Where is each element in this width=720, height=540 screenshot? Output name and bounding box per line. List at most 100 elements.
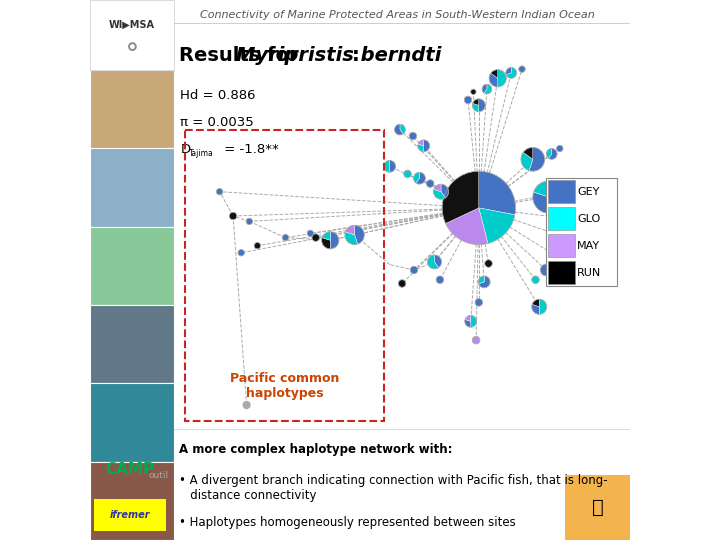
Text: • A divergent branch indicating connection with Pacific fish, that is long-
   d: • A divergent branch indicating connecti… — [179, 474, 608, 502]
Bar — [548, 234, 575, 257]
Text: π = 0.0035: π = 0.0035 — [181, 116, 254, 129]
Text: Results for: Results for — [179, 46, 306, 65]
Wedge shape — [518, 66, 526, 72]
Wedge shape — [523, 147, 533, 159]
Wedge shape — [434, 184, 441, 192]
Text: Tajima: Tajima — [189, 148, 214, 158]
Wedge shape — [489, 73, 498, 87]
Wedge shape — [479, 276, 490, 288]
Bar — [90, 305, 174, 383]
Wedge shape — [433, 190, 446, 199]
Wedge shape — [428, 255, 438, 269]
Wedge shape — [532, 305, 539, 314]
Wedge shape — [533, 192, 554, 213]
Bar — [184, 130, 384, 421]
Wedge shape — [471, 89, 476, 94]
Wedge shape — [409, 132, 417, 140]
Wedge shape — [557, 251, 563, 262]
Wedge shape — [398, 280, 406, 287]
Bar — [546, 178, 616, 286]
Text: GLO: GLO — [577, 214, 600, 224]
Wedge shape — [345, 232, 358, 245]
Wedge shape — [529, 147, 544, 171]
Bar — [90, 383, 174, 462]
Text: Hd = 0.886: Hd = 0.886 — [181, 89, 256, 102]
Wedge shape — [475, 299, 482, 306]
Wedge shape — [384, 160, 390, 172]
Wedge shape — [426, 180, 434, 187]
Text: • Haplotypes homogeneously represented between sites: • Haplotypes homogeneously represented b… — [179, 516, 516, 529]
Wedge shape — [484, 84, 492, 94]
Bar — [90, 0, 174, 70]
Wedge shape — [546, 148, 552, 158]
Text: MAY: MAY — [577, 241, 600, 251]
Wedge shape — [246, 218, 253, 225]
Wedge shape — [312, 234, 320, 241]
Wedge shape — [355, 225, 364, 244]
Wedge shape — [534, 181, 549, 197]
Wedge shape — [471, 315, 477, 327]
Text: RUN: RUN — [577, 268, 601, 278]
Wedge shape — [552, 251, 557, 256]
Wedge shape — [472, 336, 480, 344]
Text: = -1.8**: = -1.8** — [220, 143, 279, 156]
Wedge shape — [330, 232, 339, 249]
Wedge shape — [216, 188, 223, 195]
Wedge shape — [418, 144, 423, 152]
Wedge shape — [482, 84, 487, 93]
Wedge shape — [416, 172, 426, 184]
Wedge shape — [491, 70, 498, 78]
Wedge shape — [410, 266, 418, 274]
Text: WI▶MSA: WI▶MSA — [109, 19, 155, 30]
Bar — [548, 180, 575, 203]
Wedge shape — [465, 320, 471, 327]
Wedge shape — [322, 232, 330, 240]
Wedge shape — [506, 68, 511, 75]
Wedge shape — [562, 188, 569, 195]
Text: Pacific common
haplotypes: Pacific common haplotypes — [230, 372, 339, 400]
Bar — [90, 148, 174, 227]
Wedge shape — [346, 225, 355, 235]
Text: Myripristis berndti: Myripristis berndti — [236, 46, 441, 65]
Bar — [548, 261, 575, 284]
Wedge shape — [521, 152, 533, 171]
Bar — [90, 70, 174, 148]
Text: A more complex haplotype network with:: A more complex haplotype network with: — [179, 443, 453, 456]
Wedge shape — [549, 181, 565, 213]
Wedge shape — [282, 234, 289, 241]
Wedge shape — [254, 242, 261, 249]
Wedge shape — [472, 99, 479, 105]
Wedge shape — [418, 140, 423, 146]
Wedge shape — [322, 238, 330, 249]
Wedge shape — [400, 124, 405, 134]
Wedge shape — [413, 172, 419, 183]
Wedge shape — [423, 140, 430, 152]
Wedge shape — [446, 208, 488, 245]
Text: D: D — [181, 143, 191, 156]
Bar — [565, 475, 630, 540]
Wedge shape — [479, 171, 516, 215]
Text: 🐠: 🐠 — [592, 498, 603, 517]
Text: CAMP: CAMP — [105, 462, 154, 477]
Text: ⚬: ⚬ — [122, 37, 143, 61]
Wedge shape — [404, 170, 411, 178]
Wedge shape — [238, 249, 245, 256]
Wedge shape — [442, 171, 479, 224]
Wedge shape — [479, 208, 515, 244]
Wedge shape — [390, 160, 396, 172]
Wedge shape — [506, 68, 516, 78]
Text: Connectivity of Marine Protected Areas in South-Western Indian Ocean: Connectivity of Marine Protected Areas i… — [200, 10, 595, 20]
Wedge shape — [557, 145, 563, 152]
Wedge shape — [552, 255, 557, 262]
Wedge shape — [540, 264, 546, 276]
Circle shape — [242, 401, 251, 409]
Wedge shape — [479, 99, 485, 112]
Text: :: : — [352, 46, 360, 65]
Bar — [94, 499, 166, 531]
Wedge shape — [498, 70, 506, 87]
Wedge shape — [549, 148, 557, 159]
Wedge shape — [478, 276, 484, 284]
Wedge shape — [546, 264, 552, 276]
Wedge shape — [307, 230, 314, 237]
Text: GEY: GEY — [577, 187, 600, 197]
